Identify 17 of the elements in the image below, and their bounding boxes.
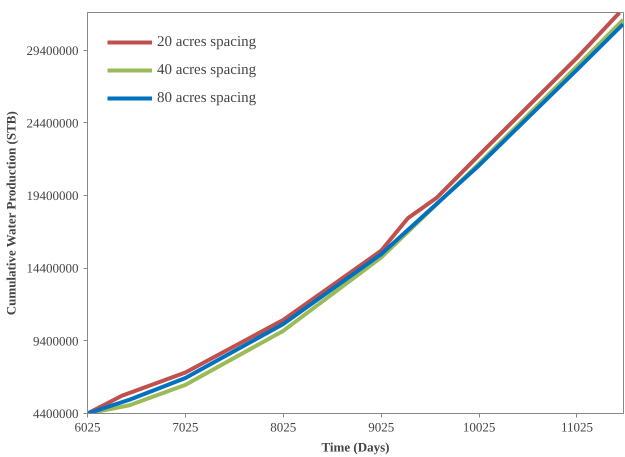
- y-tick-label: 4400000: [33, 406, 78, 421]
- y-tick-label: 29400000: [26, 42, 78, 58]
- y-axis-title: Cumulative Water Production (STB): [4, 111, 18, 316]
- x-tick-label: 7025: [172, 420, 198, 434]
- x-tick-label: 10025: [462, 420, 496, 434]
- y-tick-label: 14400000: [26, 260, 78, 276]
- x-tick-label: 11025: [560, 420, 594, 434]
- y-tick-label: 9400000: [33, 333, 78, 348]
- legend-label: 80 acres spacing: [157, 90, 256, 106]
- x-tick-label: 9025: [368, 420, 394, 434]
- x-tick-label: 6025: [74, 420, 100, 434]
- legend-label: 20 acres spacing: [157, 34, 256, 50]
- x-tick-label: 8025: [270, 420, 296, 434]
- y-tick-label: 24400000: [26, 115, 78, 130]
- y-tick-label: 19400000: [26, 188, 78, 204]
- legend-label: 40 acres spacing: [157, 62, 256, 78]
- x-axis-title: Time (Days): [322, 440, 390, 454]
